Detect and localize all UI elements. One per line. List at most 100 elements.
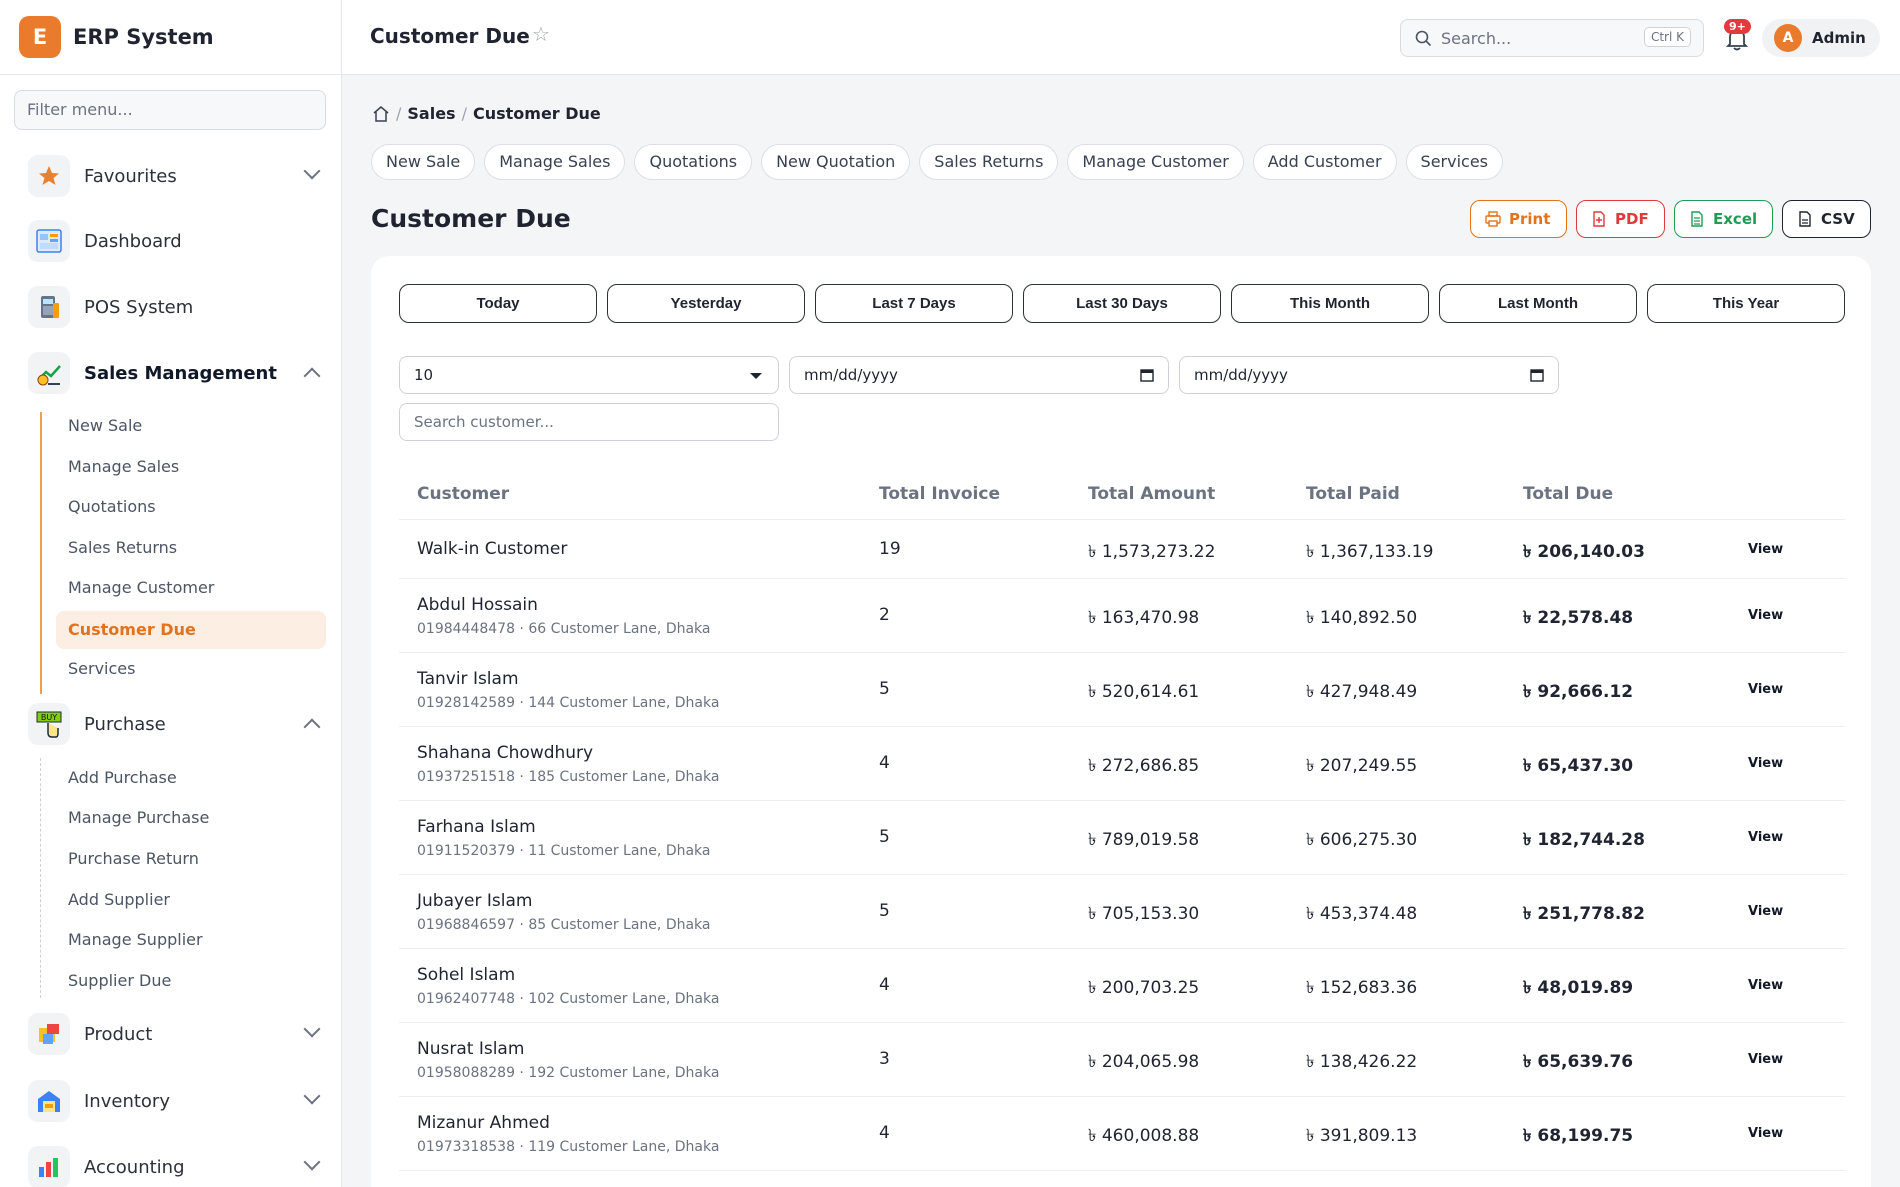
total-amount: ৳ 460,008.88 [1088, 1126, 1200, 1146]
sidebar-item-manage-supplier[interactable]: Manage Supplier [68, 930, 203, 949]
print-button[interactable]: Print [1470, 200, 1567, 238]
range-this-month-button[interactable]: This Month [1231, 284, 1429, 323]
view-button[interactable]: View [1748, 830, 1784, 845]
pdf-button[interactable]: PDF [1576, 200, 1665, 238]
chevron-down-icon [303, 162, 321, 180]
total-paid: ৳ 138,426.22 [1306, 1052, 1418, 1072]
total-amount: ৳ 705,153.30 [1088, 904, 1200, 924]
range-this-year-button[interactable]: This Year [1647, 284, 1845, 323]
nav-sales-management[interactable]: Sales Management [28, 352, 328, 394]
sidebar-item-new-sale[interactable]: New Sale [68, 416, 143, 435]
nav-product[interactable]: Product [28, 1013, 328, 1055]
page-title: Customer Due [371, 204, 571, 233]
range-today-button[interactable]: Today [399, 284, 597, 323]
total-paid: ৳ 140,892.50 [1306, 608, 1418, 628]
global-search-placeholder: Search... [1441, 29, 1512, 48]
table-row: Farhana Islam 01911520379 · 11 Customer … [399, 801, 1845, 875]
excel-button[interactable]: Excel [1674, 200, 1773, 238]
date-to-input[interactable]: mm/dd/yyyy [1179, 356, 1559, 394]
accounting-icon [28, 1146, 70, 1187]
global-search-input[interactable]: Search... Ctrl K [1400, 19, 1704, 57]
csv-button[interactable]: CSV [1782, 200, 1871, 238]
sidebar-item-add-supplier[interactable]: Add Supplier [68, 890, 170, 909]
total-due: ৳ 22,578.48 [1523, 608, 1634, 628]
nav-purchase[interactable]: BUY Purchase [28, 703, 328, 745]
header-total-paid: Total Paid [1306, 484, 1400, 504]
sidebar: E ERP System Filter menu... Favourites D… [0, 0, 342, 1187]
quick-link-new-quotation[interactable]: New Quotation [761, 144, 911, 180]
view-button[interactable]: View [1748, 682, 1784, 697]
range-yesterday-button[interactable]: Yesterday [607, 284, 805, 323]
sidebar-item-manage-customer[interactable]: Manage Customer [68, 578, 215, 597]
customer-search-placeholder: Search customer... [414, 413, 554, 431]
home-icon[interactable] [372, 105, 390, 123]
view-button[interactable]: View [1748, 1126, 1784, 1141]
brand[interactable]: E ERP System [0, 0, 341, 75]
nav-favourites[interactable]: Favourites [28, 155, 328, 197]
quick-link-sales-returns[interactable]: Sales Returns [919, 144, 1059, 180]
range-last-7-days-button[interactable]: Last 7 Days [815, 284, 1013, 323]
menu-filter-input[interactable]: Filter menu... [14, 90, 326, 130]
quick-links: New Sale Manage Sales Quotations New Quo… [371, 144, 1512, 180]
view-button[interactable]: View [1748, 904, 1784, 919]
quick-link-new-sale[interactable]: New Sale [371, 144, 476, 180]
product-icon [28, 1013, 70, 1055]
sidebar-item-add-purchase[interactable]: Add Purchase [68, 768, 177, 787]
sidebar-item-services[interactable]: Services [68, 659, 136, 678]
page-size-value: 10 [414, 366, 434, 384]
favourite-star-icon[interactable]: ☆ [532, 22, 550, 46]
total-invoice: 4 [879, 975, 890, 995]
quick-link-quotations[interactable]: Quotations [634, 144, 753, 180]
total-invoice: 5 [879, 901, 890, 921]
sidebar-item-quotations[interactable]: Quotations [68, 497, 156, 516]
customer-contact: 01937251518 · 185 Customer Lane, Dhaka [417, 769, 720, 785]
sidebar-item-manage-purchase[interactable]: Manage Purchase [68, 808, 210, 827]
quick-link-services[interactable]: Services [1405, 144, 1504, 180]
avatar: A [1774, 24, 1802, 52]
sidebar-item-purchase-return[interactable]: Purchase Return [68, 849, 199, 868]
sales-tree-line [40, 412, 42, 694]
search-icon [1415, 30, 1432, 47]
view-button[interactable]: View [1748, 1052, 1784, 1067]
chevron-down-icon [750, 373, 762, 379]
sidebar-item-manage-sales[interactable]: Manage Sales [68, 457, 180, 476]
total-invoice: 3 [879, 1049, 890, 1069]
customer-name: Mizanur Ahmed [417, 1113, 550, 1133]
breadcrumb-sales[interactable]: Sales [407, 104, 456, 123]
sidebar-item-supplier-due[interactable]: Supplier Due [68, 971, 172, 990]
user-menu[interactable]: A Admin [1762, 19, 1880, 57]
customer-name: Tanvir Islam [417, 669, 519, 689]
page-size-select[interactable]: 10 [399, 356, 779, 394]
nav-pos[interactable]: POS System [28, 286, 328, 328]
table-row: Abdul Hossain 01984448478 · 66 Customer … [399, 580, 1845, 653]
customer-search-input[interactable]: Search customer... [399, 403, 779, 441]
nav-inventory[interactable]: Inventory [28, 1080, 328, 1122]
sidebar-item-sales-returns[interactable]: Sales Returns [68, 538, 178, 557]
nav-accounting[interactable]: Accounting [28, 1146, 328, 1187]
customer-name: Walk-in Customer [417, 539, 568, 559]
quick-link-manage-sales[interactable]: Manage Sales [484, 144, 626, 180]
total-paid: ৳ 427,948.49 [1306, 682, 1418, 702]
view-button[interactable]: View [1748, 756, 1784, 771]
date-to-value: mm/dd/yyyy [1194, 366, 1288, 384]
breadcrumb-separator: / [396, 104, 402, 123]
view-button[interactable]: View [1748, 608, 1784, 623]
star-icon [28, 155, 70, 197]
total-amount: ৳ 520,614.61 [1088, 682, 1200, 702]
date-from-value: mm/dd/yyyy [804, 366, 898, 384]
nav-dashboard-label: Dashboard [84, 230, 182, 252]
calendar-icon[interactable] [1140, 368, 1154, 382]
quick-link-manage-customer[interactable]: Manage Customer [1067, 144, 1244, 180]
calendar-icon[interactable] [1530, 368, 1544, 382]
quick-link-add-customer[interactable]: Add Customer [1252, 144, 1397, 180]
view-button[interactable]: View [1748, 978, 1784, 993]
range-last-month-button[interactable]: Last Month [1439, 284, 1637, 323]
range-last-30-days-button[interactable]: Last 30 Days [1023, 284, 1221, 323]
excel-label: Excel [1713, 210, 1758, 228]
total-invoice: 4 [879, 753, 890, 773]
date-from-input[interactable]: mm/dd/yyyy [789, 356, 1169, 394]
total-invoice: 5 [879, 827, 890, 847]
sidebar-item-customer-due[interactable]: Customer Due [56, 611, 326, 649]
view-button[interactable]: View [1748, 542, 1784, 557]
nav-dashboard[interactable]: Dashboard [28, 220, 328, 262]
